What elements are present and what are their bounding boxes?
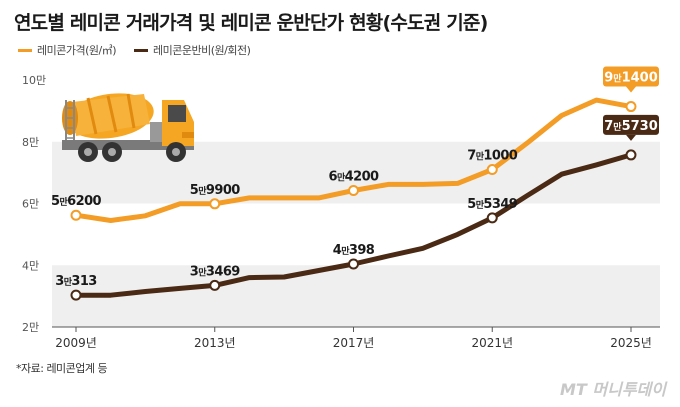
series-points (70, 101, 637, 301)
data-point (625, 149, 637, 161)
highlight-callout-box (603, 114, 659, 135)
y-tick-label: 2만 (22, 321, 39, 334)
data-label: 9만1400 (604, 71, 658, 86)
data-point (209, 279, 221, 291)
axes: 2만 4만 6만 8만 10만 2009년 2013년 2017년 2021년 2025년 (22, 74, 660, 350)
data-label: 5만9900 (190, 183, 240, 198)
grid-bands (52, 141, 660, 327)
y-tick-label: 4만 (22, 259, 39, 272)
x-tick-label: 2009년 (55, 336, 97, 350)
data-label: 7만1000 (467, 149, 517, 164)
highlight-callout-pointer (626, 86, 636, 93)
series-labels: 5만6200 5만9900 6만4200 7만1000 9만1400 3만313 3만346… (51, 66, 659, 289)
highlight-callout-pointer (626, 134, 636, 141)
x-tick-label: 2017년 (333, 336, 375, 350)
credit-logo: MT 머니투데이 (559, 380, 666, 399)
data-label: 7만5730 (604, 119, 658, 134)
data-point (70, 209, 82, 221)
data-point (486, 212, 498, 224)
data-label: 4만398 (333, 243, 375, 258)
data-point (625, 101, 637, 113)
legend-item-transport: 레미콘운반비(원/회전) (134, 42, 251, 58)
legend-swatch-price (18, 48, 32, 52)
data-label: 5만5349 (467, 197, 517, 212)
y-tick-label: 8만 (22, 136, 39, 149)
data-label: 6만4200 (329, 170, 379, 185)
data-point (70, 289, 82, 301)
data-point (348, 258, 359, 270)
x-tick-label: 2013년 (194, 336, 236, 350)
y-tick-label: 6만 (22, 198, 39, 211)
x-tick-label: 2025년 (610, 336, 652, 350)
legend-label-price: 레미콘가격(원/㎥) (37, 44, 117, 57)
legend-item-price: 레미콘가격(원/㎥) (18, 42, 117, 58)
x-tick-label: 2021년 (471, 336, 513, 350)
source-note: *자료: 레미콘업계 등 (16, 362, 108, 375)
y-tick-label: 10만 (22, 74, 46, 87)
page-title: 연도별 레미콘 거래가격 및 레미콘 운반단가 현황(수도권 기준) (14, 12, 488, 34)
highlight-callout-box (603, 66, 659, 87)
data-label: 3만313 (55, 274, 97, 289)
grid-band (52, 265, 660, 327)
data-label: 5만6200 (51, 194, 101, 209)
legend: 레미콘가격(원/㎥) 레미콘운반비(원/회전) (18, 42, 268, 58)
data-label: 3만3469 (190, 264, 240, 279)
data-point (348, 185, 359, 197)
mixer-truck-illustration (62, 93, 194, 162)
data-point (209, 198, 221, 210)
legend-swatch-transport (134, 48, 149, 52)
legend-label-transport: 레미콘운반비(원/회전) (153, 44, 251, 57)
data-point (486, 164, 498, 176)
